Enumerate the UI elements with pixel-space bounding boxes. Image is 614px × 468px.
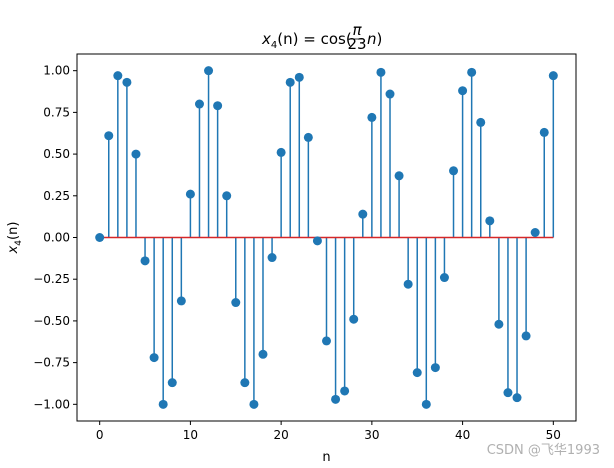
- stem-marker: [412, 368, 422, 378]
- stem-marker: [312, 236, 322, 246]
- stem-marker: [95, 233, 105, 242]
- axes: [73, 53, 577, 425]
- chart-title: x4(n) = cos(: [261, 30, 352, 51]
- stem-marker: [231, 298, 241, 308]
- y-tick-label: −0.25: [33, 272, 70, 286]
- stem-marker: [385, 89, 395, 99]
- stem-marker: [276, 147, 286, 157]
- stem-marker: [421, 399, 431, 409]
- stem-marker: [485, 216, 495, 226]
- y-tick-label: −0.50: [33, 314, 70, 328]
- stem-marker: [258, 349, 268, 359]
- y-tick-label: 0.75: [43, 105, 70, 119]
- stem-marker: [539, 127, 549, 137]
- stem-marker: [131, 149, 141, 159]
- stem-marker: [294, 72, 304, 82]
- x-tick-label: 40: [455, 428, 470, 442]
- stem-marker: [476, 117, 486, 127]
- stem-marker: [149, 353, 159, 363]
- stem-marker: [349, 314, 359, 324]
- stem-marker: [104, 131, 114, 141]
- title-fraction-denominator: 23: [347, 35, 366, 53]
- stem-marker: [403, 279, 413, 289]
- stem-marker: [521, 331, 531, 341]
- stem-marker: [458, 86, 468, 96]
- stem-marker: [376, 67, 386, 77]
- stem-marker: [449, 166, 459, 176]
- x-tick-label: 0: [96, 428, 104, 442]
- stem-marker: [331, 394, 341, 404]
- stem-marker: [530, 227, 540, 237]
- stem-marker: [222, 191, 232, 201]
- stem-marker: [467, 67, 477, 77]
- plot-area: [95, 66, 558, 409]
- stem-marker: [494, 319, 504, 329]
- stem-marker: [249, 399, 259, 409]
- title-tail: n): [367, 30, 382, 48]
- y-tick-label: 0.25: [43, 189, 70, 203]
- stem-marker: [394, 171, 404, 181]
- stem-marker: [439, 273, 449, 283]
- stem-marker: [194, 99, 204, 109]
- y-tick-label: 0.50: [43, 147, 70, 161]
- stem-marker: [512, 393, 522, 403]
- stem-marker: [122, 77, 132, 87]
- stem-marker: [358, 209, 368, 219]
- stem-marker: [213, 101, 223, 111]
- stem-marker: [285, 77, 295, 87]
- stem-marker: [430, 363, 440, 373]
- stem-marker: [267, 253, 277, 263]
- y-tick-label: −0.75: [33, 356, 70, 370]
- stem-marker: [176, 296, 186, 306]
- stem-marker: [113, 71, 123, 81]
- x-axis-label: n: [322, 450, 330, 465]
- stem-marker: [140, 256, 150, 266]
- stem-marker: [303, 132, 313, 142]
- y-tick-label: 0.00: [43, 231, 70, 245]
- stem-marker: [340, 386, 350, 396]
- stem-marker: [158, 399, 168, 409]
- y-tick-label: 1.00: [43, 64, 70, 78]
- watermark: CSDN @飞华1993: [486, 443, 600, 458]
- x-tick-label: 10: [183, 428, 198, 442]
- chart-text: 0 10 20 30 40 50 −1.00 −0.75 −0.50 −0.25 0.00 0.25 0…: [6, 21, 561, 465]
- x-tick-label: 50: [546, 428, 561, 442]
- stem-marker: [240, 378, 250, 388]
- stem-marker: [185, 189, 195, 199]
- stem-marker: [167, 378, 177, 388]
- stem-marker: [548, 71, 558, 81]
- stem-marker: [322, 336, 331, 346]
- x-tick-label: 20: [273, 428, 288, 442]
- stem-marker: [204, 66, 214, 76]
- title-fraction-numerator: π: [352, 21, 362, 39]
- stem-marker: [367, 112, 377, 122]
- y-tick-label: −1.00: [33, 397, 70, 411]
- y-axis-label: x4(n): [6, 222, 24, 255]
- stem-marker: [503, 388, 513, 398]
- x-tick-label: 30: [364, 428, 379, 442]
